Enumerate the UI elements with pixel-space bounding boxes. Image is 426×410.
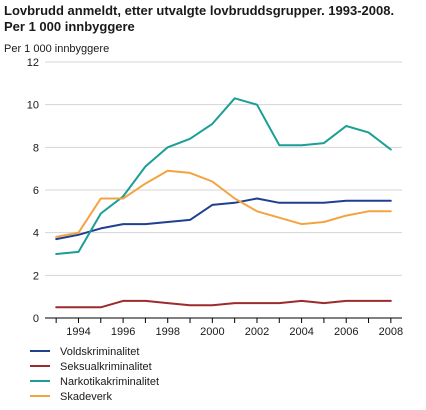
legend: Voldskriminalitet Seksualkriminalitet Nark…	[30, 346, 159, 403]
legend-label: Seksualkriminalitet	[60, 361, 152, 373]
series-line-skadeverk	[55, 169, 392, 238]
legend-label: Narkotikakriminalitet	[60, 376, 159, 388]
chart-title-line-2: Per 1 000 innbyggere	[4, 19, 135, 34]
chart-title: Lovbrudd anmeldt, etter utvalgte lovbrud…	[4, 3, 424, 35]
x-tick-label: 2004	[289, 326, 313, 338]
axes: 0 2 4 6 8 10 12 1994 1996 1998 2000 2002 2004 2006 200…	[27, 57, 403, 338]
y-tick-label: 6	[33, 185, 39, 197]
y-tick-label: 12	[27, 57, 39, 69]
chart-title-line-1: Lovbrudd anmeldt, etter utvalgte lovbrud…	[4, 3, 395, 18]
data-series	[55, 97, 392, 309]
x-tick-label: 2002	[245, 326, 269, 338]
x-tick-label: 2000	[200, 326, 224, 338]
y-tick-label: 4	[33, 228, 39, 240]
series-line-narkotikakriminalitet	[55, 97, 392, 255]
series-line-voldskriminalitet	[55, 197, 392, 241]
x-tick-label: 1994	[66, 326, 90, 338]
gridlines	[45, 61, 402, 276]
y-tick-label: 2	[33, 270, 39, 282]
x-tick-label: 1996	[111, 326, 135, 338]
y-tick-label: 10	[27, 100, 39, 112]
series-line-seksualkriminalitet	[55, 299, 392, 309]
legend-label: Skadeverk	[60, 391, 112, 403]
x-tick-label: 1998	[155, 326, 179, 338]
x-tick-label: 2006	[334, 326, 358, 338]
y-axis-title: Per 1 000 innbyggere	[4, 43, 109, 55]
legend-label: Voldskriminalitet	[60, 346, 139, 358]
y-tick-label: 8	[33, 142, 39, 154]
x-tick-label: 2008	[379, 326, 403, 338]
y-tick-label: 0	[33, 313, 39, 325]
